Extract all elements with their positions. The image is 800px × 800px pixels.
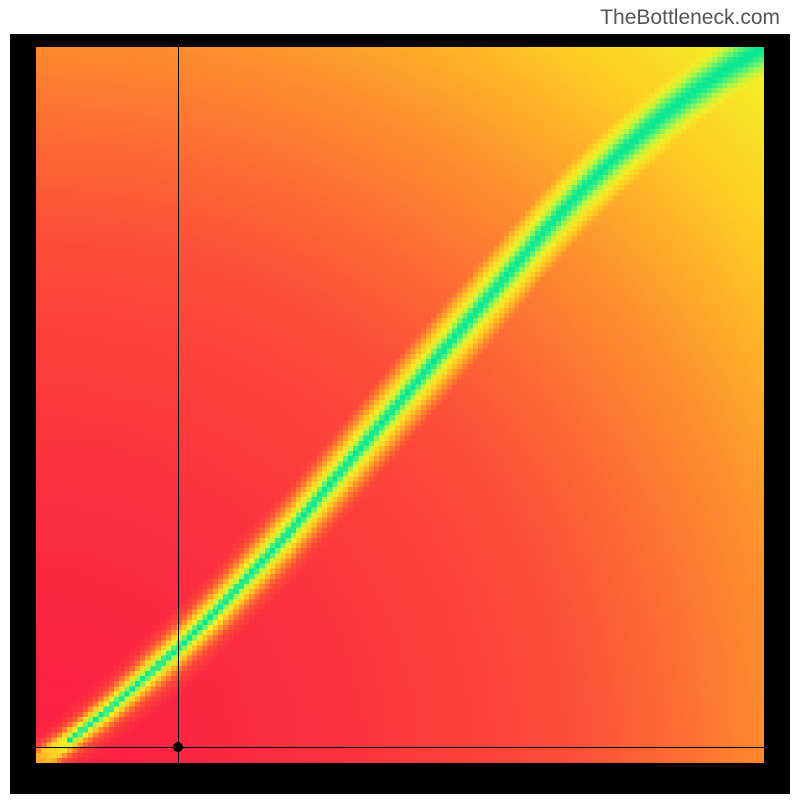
crosshair-horizontal bbox=[36, 747, 764, 748]
heatmap-canvas bbox=[36, 47, 764, 763]
container: TheBottleneck.com bbox=[0, 0, 800, 800]
outer-frame bbox=[10, 34, 790, 794]
crosshair-vertical bbox=[178, 47, 179, 763]
watermark: TheBottleneck.com bbox=[600, 6, 780, 30]
crosshair-marker bbox=[173, 742, 183, 752]
plot-area bbox=[36, 47, 764, 763]
